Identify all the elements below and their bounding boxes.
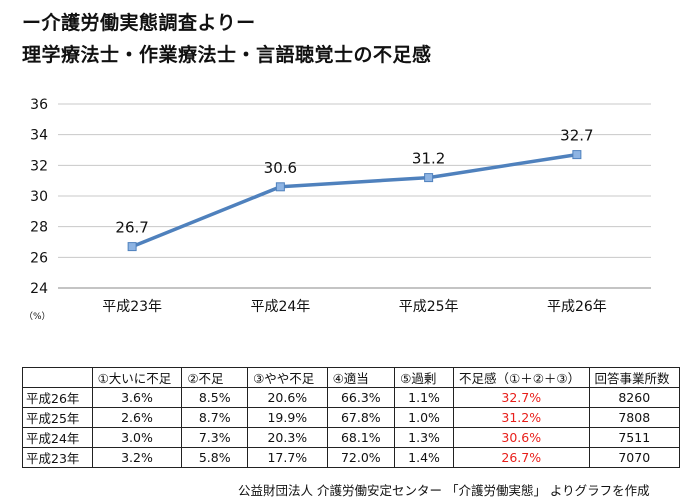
- table-header-cell: ③やや不足: [247, 367, 328, 388]
- table-cell: 3.6%: [91, 387, 183, 408]
- line-chart: 24 26 28 30 32 34 36 （%） 平成23年 平成24年 平成25年 平成26年 26.…: [24, 97, 651, 322]
- table-cell: 3.0%: [91, 427, 183, 448]
- data-table: ①大いに不足 ②不足 ③やや不足 ④適当 ⑤過剰 不足感（①＋②＋③） 回答事業所数 平成2…: [22, 367, 680, 468]
- table-row-header: 平成26年: [22, 387, 93, 408]
- data-label: 32.7: [560, 127, 593, 145]
- table-cell: 8.7%: [181, 407, 249, 428]
- table-cell: 31.2%: [453, 407, 590, 428]
- table-row: 平成25年 2.6% 8.7% 19.9% 67.8% 1.0% 31.2% 7808: [22, 407, 680, 428]
- y-tick-label: 32: [30, 158, 48, 174]
- table-cell: 1.1%: [394, 387, 454, 408]
- table-cell: 20.3%: [247, 427, 328, 448]
- data-point: [127, 242, 137, 252]
- table-header-cell: 不足感（①＋②＋③）: [453, 367, 590, 388]
- table-row-header: 平成25年: [22, 407, 93, 428]
- table-row: 平成24年 3.0% 7.3% 20.3% 68.1% 1.3% 30.6% 7511: [22, 427, 680, 448]
- y-tick-label: 34: [30, 128, 48, 144]
- table-cell: 68.1%: [326, 427, 396, 448]
- table-row: 平成23年 3.2% 5.8% 17.7% 72.0% 1.4% 26.7% 7070: [22, 447, 680, 468]
- table-cell: 2.6%: [91, 407, 183, 428]
- table-cell: 3.2%: [91, 447, 183, 468]
- table-cell: 30.6%: [453, 427, 590, 448]
- table-cell: 7070: [588, 447, 680, 468]
- x-tick-label: 平成26年: [547, 299, 607, 315]
- table-cell: 66.3%: [326, 387, 396, 408]
- title-line-2: 理学療法士・作業療法士・言語聴覚士の不足感: [22, 44, 432, 66]
- table-header-cell: 回答事業所数: [588, 367, 680, 388]
- table-header-cell: ④適当: [326, 367, 396, 388]
- table-cell: 7808: [588, 407, 680, 428]
- table-header-cell: ⑤過剰: [394, 367, 454, 388]
- table-header-cell: ②不足: [181, 367, 249, 388]
- table-cell: 67.8%: [326, 407, 396, 428]
- table-row-header: 平成24年: [22, 427, 93, 448]
- y-tick-label: 26: [30, 250, 48, 266]
- title-line-1: ー介護労働実態調査よりー: [22, 12, 256, 34]
- y-tick-label: 24: [30, 281, 48, 297]
- y-tick-label: 28: [30, 220, 48, 236]
- y-tick-label: 30: [30, 189, 48, 205]
- series-line: [131, 152, 578, 249]
- table-cell: 1.3%: [394, 427, 454, 448]
- data-point: [424, 173, 434, 183]
- table-cell: 72.0%: [326, 447, 396, 468]
- table-header-cell: [22, 367, 93, 388]
- unit-label: （%）: [24, 311, 51, 322]
- data-label: 26.7: [115, 219, 148, 237]
- table-cell: 8260: [588, 387, 680, 408]
- table-cell: 26.7%: [453, 447, 590, 468]
- table-row: 平成26年 3.6% 8.5% 20.6% 66.3% 1.1% 32.7% 8260: [22, 387, 680, 408]
- table-cell: 5.8%: [181, 447, 249, 468]
- table-header-cell: ①大いに不足: [91, 367, 183, 388]
- table-cell: 7.3%: [181, 427, 249, 448]
- y-tick-label: 36: [30, 97, 48, 113]
- table-cell: 1.4%: [394, 447, 454, 468]
- source-note: 公益財団法人 介護労働安定センター 「介護労働実態」 よりグラフを作成: [238, 483, 650, 498]
- table-cell: 7511: [588, 427, 680, 448]
- table-row-header: 平成23年: [22, 447, 93, 468]
- x-tick-label: 平成24年: [250, 299, 310, 315]
- table-cell: 1.0%: [394, 407, 454, 428]
- table-cell: 32.7%: [453, 387, 590, 408]
- data-label: 31.2: [412, 150, 445, 168]
- data-point: [275, 182, 285, 192]
- table-cell: 20.6%: [247, 387, 328, 408]
- table-cell: 19.9%: [247, 407, 328, 428]
- table-body: 平成26年 3.6% 8.5% 20.6% 66.3% 1.1% 32.7% 8260 平成25…: [22, 387, 680, 468]
- table-cell: 17.7%: [247, 447, 328, 468]
- table-cell: 8.5%: [181, 387, 249, 408]
- x-tick-label: 平成25年: [399, 299, 459, 315]
- table-header-row: ①大いに不足 ②不足 ③やや不足 ④適当 ⑤過剰 不足感（①＋②＋③） 回答事業所数: [22, 367, 680, 388]
- data-point: [572, 150, 582, 160]
- x-tick-label: 平成23年: [102, 299, 162, 315]
- data-label: 30.6: [264, 159, 297, 177]
